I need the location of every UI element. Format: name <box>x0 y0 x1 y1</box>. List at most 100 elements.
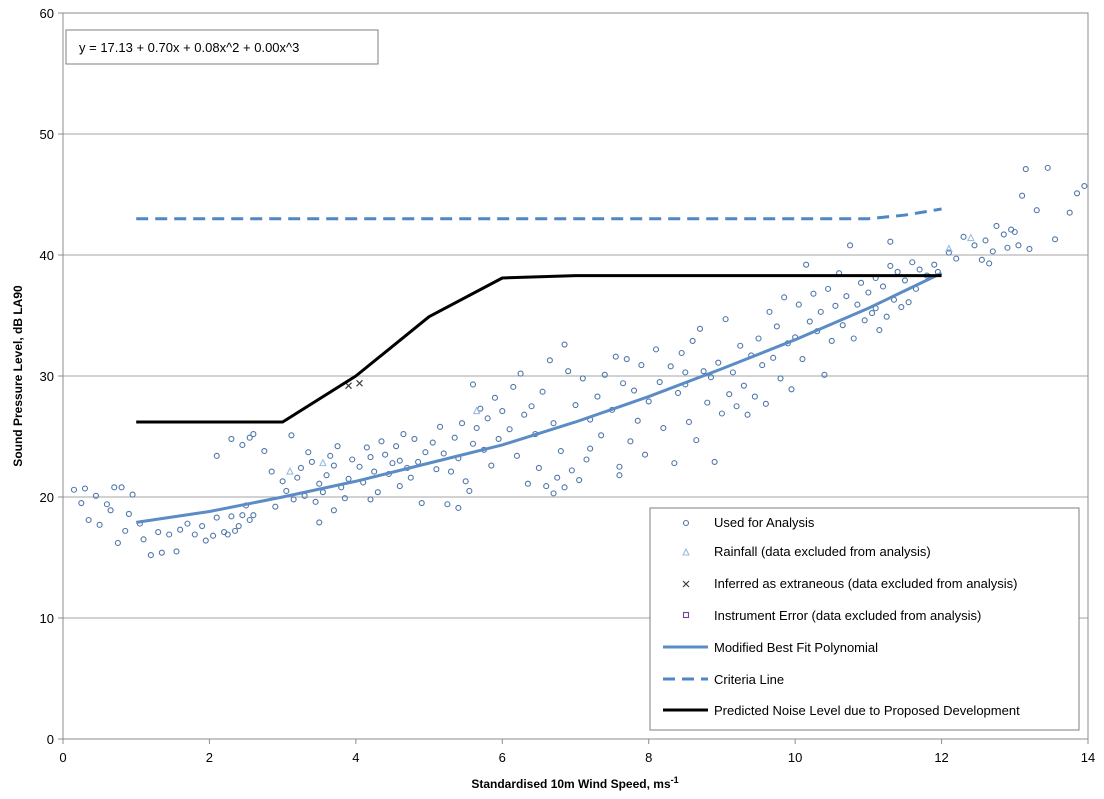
used-point <box>129 491 136 498</box>
used-point <box>674 389 682 396</box>
legend-frame <box>649 507 1080 731</box>
used-point <box>316 519 323 526</box>
used-point <box>1044 164 1051 171</box>
used-point <box>788 386 795 393</box>
used-point <box>901 277 909 284</box>
used-point <box>1004 244 1011 251</box>
used-point <box>843 293 850 300</box>
used-point <box>107 507 114 514</box>
used-point <box>762 400 769 407</box>
used-point <box>986 260 993 267</box>
used-point <box>173 548 180 555</box>
used-point <box>239 512 246 519</box>
used-point <box>612 353 619 360</box>
rainfall-point <box>966 233 975 242</box>
x-axis-title: Standardised 10m Wind Speed, ms-1 <box>471 775 678 791</box>
used-point <box>726 391 733 398</box>
used-point <box>389 460 396 467</box>
used-point <box>576 477 583 484</box>
used-point <box>953 255 960 262</box>
used-point <box>462 478 469 485</box>
used-point <box>722 316 729 323</box>
used-point <box>656 378 663 386</box>
used-point <box>140 536 147 543</box>
used-point <box>495 435 502 442</box>
used-point <box>103 501 110 508</box>
legend-item-extraneous: Inferred as extraneous (data excluded fr… <box>682 576 1018 591</box>
criteria-line <box>136 207 942 221</box>
used-point <box>847 242 854 249</box>
legend-label-best-fit: Modified Best Fit Polynomial <box>714 640 878 655</box>
used-point <box>828 337 835 344</box>
used-point <box>803 261 810 268</box>
used-point <box>455 504 462 511</box>
legend-item-best-fit: Modified Best Fit Polynomial <box>663 640 878 655</box>
used-point <box>92 492 99 499</box>
used-point <box>773 323 780 330</box>
used-point <box>1073 190 1081 197</box>
used-point <box>122 527 129 534</box>
used-point <box>759 362 766 369</box>
used-point <box>682 369 689 376</box>
used-point <box>839 322 846 329</box>
used-point <box>422 449 429 456</box>
used-point <box>125 510 132 517</box>
used-point <box>323 472 330 479</box>
used-point <box>283 487 290 495</box>
used-point <box>770 354 777 361</box>
used-point <box>879 283 887 290</box>
used-point <box>499 408 506 415</box>
used-point <box>1022 166 1029 173</box>
used-point <box>429 439 436 446</box>
used-point <box>707 374 714 381</box>
used-point <box>367 454 374 461</box>
used-point <box>396 483 403 490</box>
used-point <box>850 335 857 342</box>
used-point <box>239 441 246 449</box>
used-point <box>488 462 495 469</box>
x-tick-label: 2 <box>206 750 213 765</box>
used-point <box>704 399 711 406</box>
used-point <box>469 381 477 388</box>
used-point <box>114 539 121 547</box>
used-point <box>535 464 542 472</box>
used-point <box>883 313 890 320</box>
used-point <box>316 480 323 487</box>
used-point <box>400 431 407 438</box>
used-point <box>440 450 447 457</box>
used-point <box>288 432 295 439</box>
used-point <box>693 437 700 444</box>
used-point <box>224 531 231 538</box>
used-point <box>982 237 989 244</box>
extraneous-point <box>345 382 352 390</box>
used-point <box>147 552 154 559</box>
extraneous-point <box>356 379 363 387</box>
rainfall-point <box>286 466 294 475</box>
used-point <box>250 512 257 519</box>
used-point <box>202 537 209 544</box>
used-point <box>96 521 103 528</box>
used-point <box>568 467 575 474</box>
x-tick-label: 4 <box>352 750 359 765</box>
used-point <box>228 513 235 520</box>
used-point <box>857 279 865 286</box>
used-point <box>155 529 162 536</box>
y-tick-label: 10 <box>40 611 54 626</box>
used-point <box>506 426 513 433</box>
y-tick-label: 50 <box>40 127 54 142</box>
used-point <box>367 496 374 503</box>
used-point <box>960 233 967 240</box>
legend-label-extraneous: Inferred as extraneous (data excluded fr… <box>714 576 1018 591</box>
used-point <box>451 434 458 441</box>
used-point <box>1015 242 1022 249</box>
used-point <box>517 370 524 377</box>
used-point <box>374 489 381 496</box>
used-point <box>810 290 817 297</box>
used-point <box>898 303 905 311</box>
used-point <box>594 393 601 400</box>
used-point <box>557 447 564 455</box>
used-point <box>561 341 568 348</box>
equation-box-frame <box>65 29 379 65</box>
used-point <box>861 317 868 324</box>
